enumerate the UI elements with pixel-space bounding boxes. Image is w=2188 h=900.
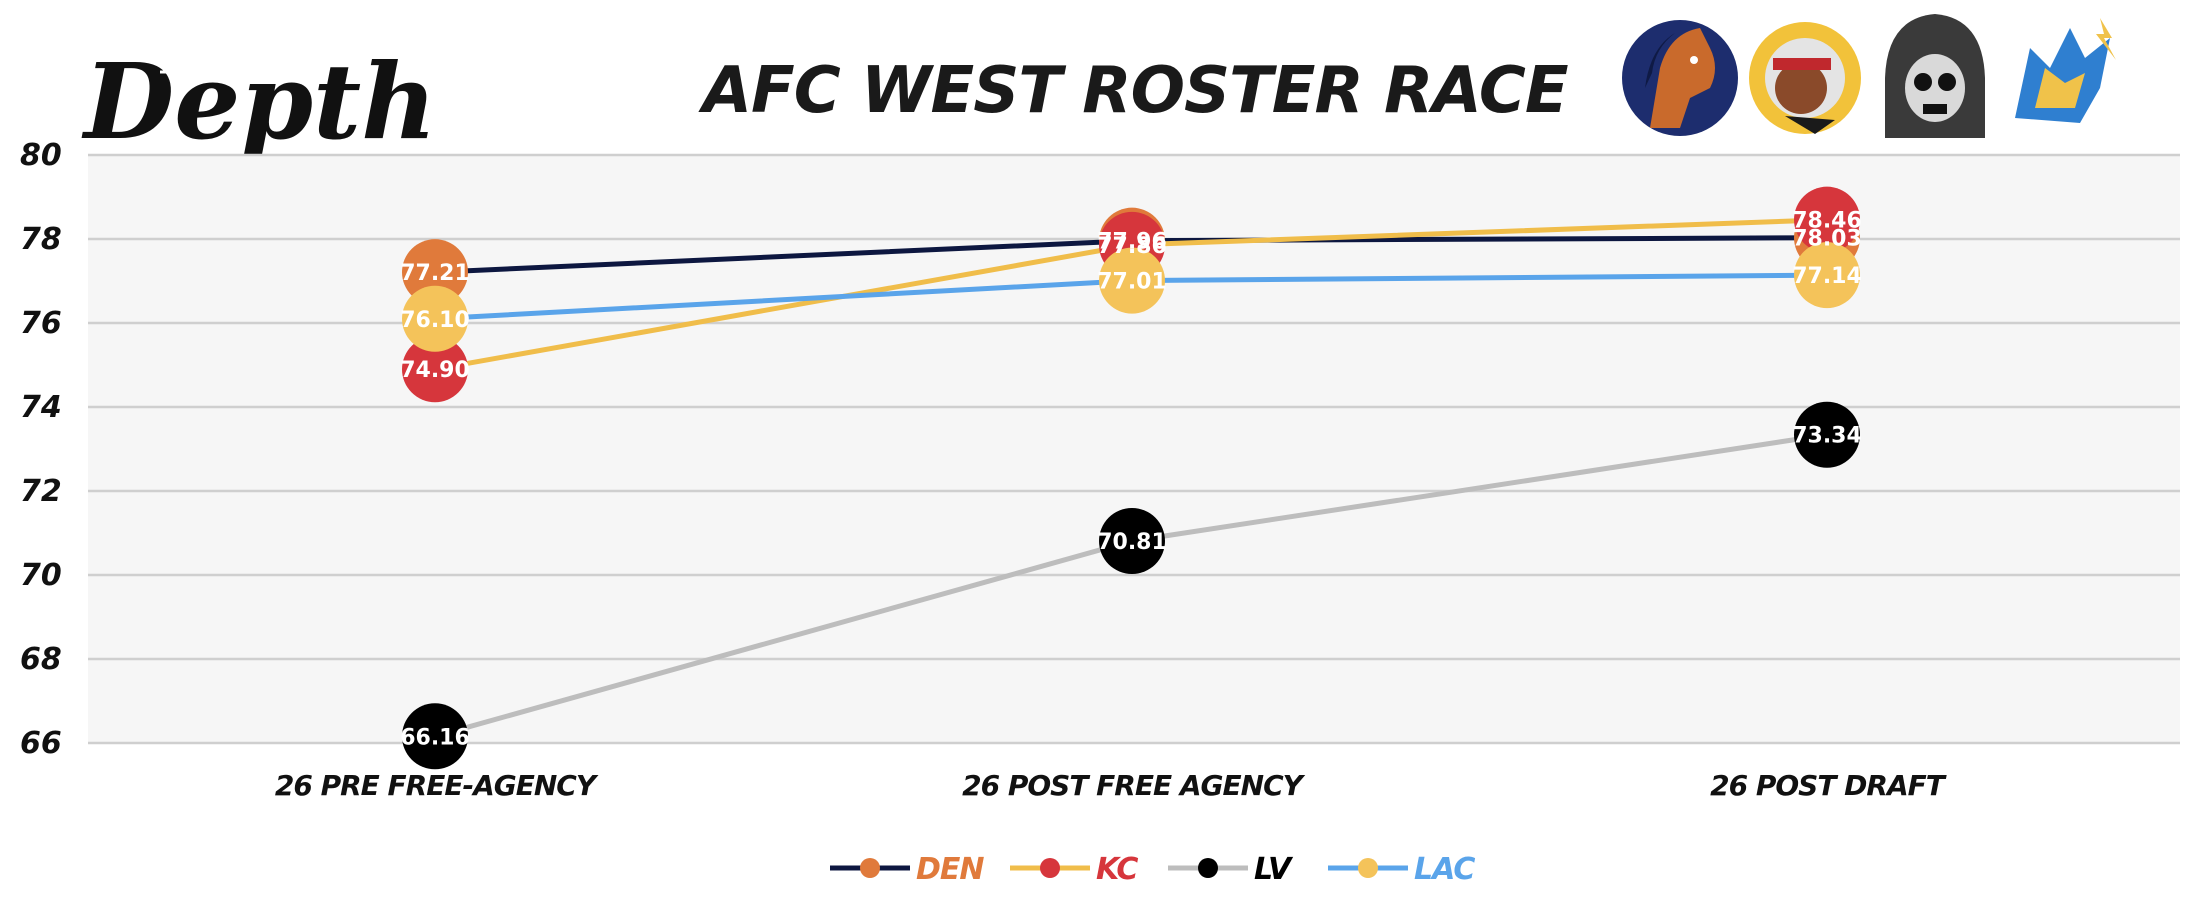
- data-label-lv: 73.34: [1792, 424, 1862, 449]
- legend-marker: [1198, 858, 1218, 878]
- y-tick-label: 76: [20, 306, 62, 341]
- lightning-wolf-icon: [2015, 18, 2116, 123]
- marker-lac: [1099, 247, 1165, 314]
- legend: DEN KC LV LAC: [830, 852, 1476, 887]
- legend-label-lv: LV: [1254, 852, 1294, 887]
- data-labels: 77.21 77.96 78.03 74.90 77.86 78.46 66.16 70.81…: [400, 209, 1862, 751]
- y-tick-label: 74: [20, 390, 62, 425]
- x-axis-ticks: 26 PRE FREE-AGENCY 26 POST FREE AGENCY 26 …: [275, 769, 1948, 802]
- data-label-lv: 66.16: [400, 725, 470, 750]
- x-tick-label: 26 POST FREE AGENCY: [962, 769, 1306, 802]
- legend-marker: [860, 858, 880, 878]
- data-label-lac: 76.10: [400, 308, 470, 333]
- legend-marker: [1040, 858, 1060, 878]
- data-label-den: 77.96: [1097, 230, 1167, 255]
- chart-title: AFC WEST ROSTER RACE: [697, 54, 1567, 128]
- marker-kc: [1794, 186, 1860, 253]
- y-axis-ticks: 66 68 70 72 74 76 78 80: [20, 138, 62, 761]
- data-label-kc: 77.86: [1097, 234, 1167, 259]
- series-markers: [402, 186, 1860, 770]
- legend-marker: [1358, 858, 1378, 878]
- team-logos: [1622, 14, 2116, 138]
- legend-label-kc: KC: [1096, 852, 1138, 887]
- chief-headdress-icon: [1749, 22, 1861, 134]
- data-label-lac: 77.01: [1097, 270, 1167, 295]
- legend-label-lac: LAC: [1414, 852, 1475, 887]
- logo-wordmark: Depth: [81, 40, 437, 163]
- depth-logo: Depth: [81, 20, 437, 163]
- marker-kc: [402, 336, 468, 403]
- y-tick-label: 66: [20, 726, 62, 761]
- y-tick-label: 72: [20, 474, 62, 509]
- marker-lv: [402, 703, 468, 770]
- y-tick-label: 78: [20, 222, 62, 257]
- data-label-kc: 74.90: [400, 358, 470, 383]
- y-tick-label: 70: [20, 558, 62, 593]
- data-label-den: 78.03: [1792, 227, 1862, 252]
- data-label-lac: 77.14: [1792, 264, 1862, 289]
- data-label-lv: 70.81: [1097, 530, 1167, 555]
- y-tick-label: 80: [20, 138, 62, 173]
- marker-den: [402, 239, 468, 306]
- legend-label-den: DEN: [916, 852, 984, 887]
- y-tick-label: 68: [20, 642, 62, 677]
- marker-lac: [402, 285, 468, 352]
- horse-mascot-icon: [1622, 20, 1738, 136]
- data-label-kc: 78.46: [1792, 209, 1862, 234]
- marker-lac: [1794, 242, 1860, 309]
- marker-lv: [1099, 507, 1165, 574]
- x-tick-label: 26 PRE FREE-AGENCY: [275, 769, 599, 802]
- data-label-den: 77.21: [400, 261, 470, 286]
- logo-ball-stripes-icon: [158, 20, 228, 74]
- x-tick-label: 26 POST DRAFT: [1710, 769, 1947, 802]
- marker-lv: [1794, 401, 1860, 468]
- hooded-skull-icon: [1885, 14, 1985, 138]
